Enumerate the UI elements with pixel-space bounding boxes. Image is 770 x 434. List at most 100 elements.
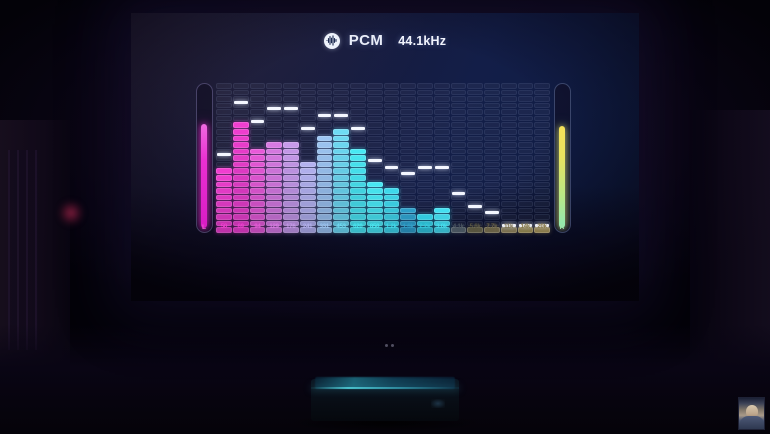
bar-segment — [467, 168, 483, 174]
bar-segment — [383, 96, 400, 102]
bar-segment — [333, 102, 349, 109]
frequency-bars — [216, 83, 550, 233]
bar-segment — [299, 181, 316, 188]
bar-segment — [417, 89, 433, 96]
bar-segment — [500, 122, 517, 128]
bar-segment — [517, 148, 534, 155]
bar-segment — [266, 89, 282, 96]
bar-segment — [450, 115, 467, 122]
bar-segment — [400, 83, 416, 89]
bar-segment — [383, 207, 400, 214]
bar-segment — [400, 122, 416, 128]
bar-segment — [283, 155, 299, 161]
bar-segment — [366, 83, 383, 89]
bar-segment — [232, 168, 249, 174]
bar-segment — [266, 181, 282, 188]
bar-segment — [232, 194, 249, 201]
bar-segment — [366, 115, 383, 122]
bar-segment — [333, 129, 349, 135]
bar-segment — [333, 155, 349, 161]
bar-segment — [383, 83, 400, 89]
bar-segment — [517, 161, 534, 168]
bar-segment — [433, 207, 450, 214]
bar-segment — [366, 207, 383, 214]
bar-segment — [299, 201, 316, 207]
bar-segment — [232, 122, 249, 128]
projector-top-surface — [315, 377, 455, 389]
bar-segment — [484, 142, 500, 148]
peak-hold-indicator — [250, 120, 265, 124]
bar-segment — [417, 155, 433, 161]
bar-segment — [283, 96, 299, 102]
bar-segment — [249, 155, 266, 161]
axis-label-left-channel: L — [202, 223, 206, 231]
bar-segment — [534, 89, 550, 96]
bar-segment — [299, 102, 316, 109]
bar-segment — [517, 115, 534, 122]
bar-segment — [350, 194, 366, 201]
bar-segment — [266, 115, 282, 122]
bar-segment — [467, 129, 483, 135]
bar-segment — [266, 174, 282, 181]
bar-segment — [232, 142, 249, 148]
bar-segment — [216, 83, 232, 89]
bar-segment — [299, 174, 316, 181]
left-meter-fill — [201, 124, 207, 228]
bar-segment — [249, 174, 266, 181]
bar-segment — [350, 96, 366, 102]
bar-segment — [450, 122, 467, 128]
bar-segment — [350, 142, 366, 148]
bar-segment — [366, 129, 383, 135]
bar-segment — [500, 129, 517, 135]
frequency-bar-20k — [534, 83, 550, 233]
bar-segment — [450, 109, 467, 115]
bar-segment — [283, 188, 299, 194]
freq-tick-2.2k: 2.2k — [419, 224, 431, 230]
bar-segment — [283, 109, 299, 115]
bar-segment — [350, 129, 366, 135]
bar-segment — [350, 201, 366, 207]
bar-segment — [450, 142, 467, 148]
bar-segment — [500, 142, 517, 148]
webcam-overlay[interactable] — [738, 397, 765, 430]
bar-segment — [534, 174, 550, 181]
bar-segment — [316, 194, 333, 201]
bar-segment — [534, 201, 550, 207]
bar-segment — [450, 83, 467, 89]
bar-segment — [500, 83, 517, 89]
bar-segment — [500, 89, 517, 96]
bar-segment — [283, 148, 299, 155]
bar-segment — [266, 109, 282, 115]
bar-segment — [417, 115, 433, 122]
bar-segment — [283, 122, 299, 128]
freq-tick-453: 453 — [336, 224, 346, 230]
bar-segment — [383, 109, 400, 115]
bar-segment — [216, 96, 232, 102]
bar-segment — [484, 115, 500, 122]
bar-segment — [350, 207, 366, 214]
bar-segment — [366, 194, 383, 201]
bar-segment — [450, 174, 467, 181]
bar-segment — [500, 161, 517, 168]
bar-segment — [249, 135, 266, 142]
bar-segment — [517, 188, 534, 194]
bar-segment — [333, 96, 349, 102]
bar-segment — [350, 102, 366, 109]
bar-segment — [216, 129, 232, 135]
peak-hold-indicator — [451, 191, 466, 195]
bar-segment — [467, 102, 483, 109]
bar-segment — [383, 201, 400, 207]
bar-segment — [283, 194, 299, 201]
bar-segment — [500, 115, 517, 122]
bar-segment — [467, 161, 483, 168]
bar-segment — [266, 161, 282, 168]
bar-segment — [316, 129, 333, 135]
peak-hold-indicator — [317, 113, 332, 117]
bar-segment — [383, 142, 400, 148]
bar-segment — [417, 135, 433, 142]
projector-light-edge — [311, 387, 459, 389]
bar-segment — [216, 102, 232, 109]
bar-segment — [400, 129, 416, 135]
bar-segment — [316, 161, 333, 168]
bar-segment — [433, 129, 450, 135]
